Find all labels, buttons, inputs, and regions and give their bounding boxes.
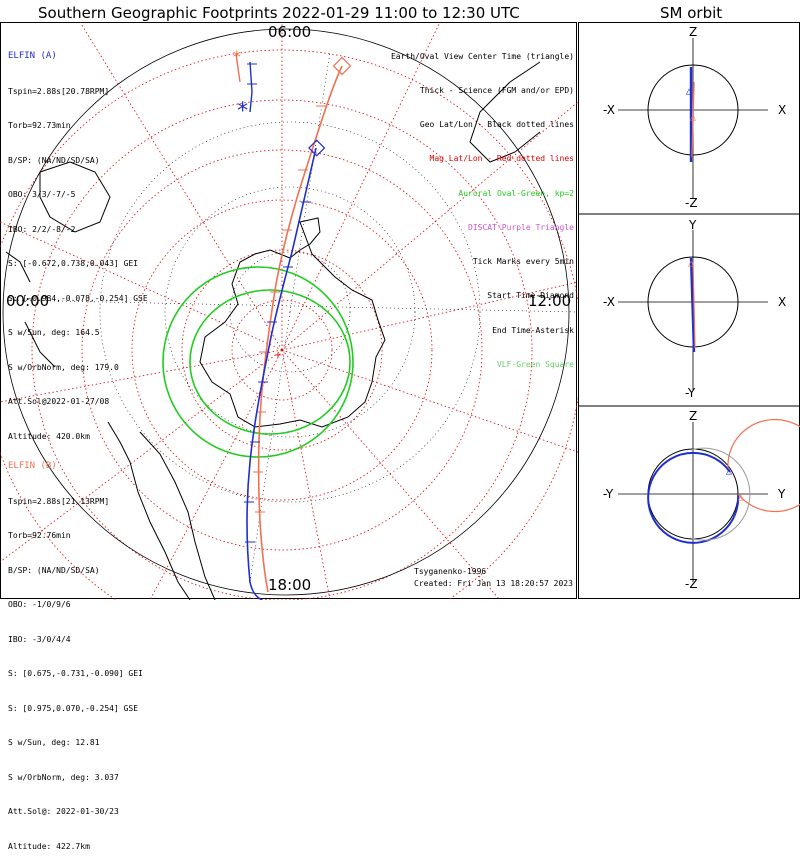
elfin-a-line: OBO: 3/3/-7/-5 — [8, 190, 76, 199]
page-title: Southern Geographic Footprints 2022-01-2… — [38, 4, 520, 22]
panel2-bottom: -Y — [685, 386, 696, 400]
legend-entry: Thick - Science (FGM and/or EPD) — [419, 86, 574, 96]
panel1-right: X — [778, 103, 787, 117]
elfin-a-line: B/SP: (NA/ND/SD/SA) — [8, 155, 100, 165]
elfin-b-line: IBO: -3/0/4/4 — [8, 634, 71, 644]
legend-entry: Auroral Oval-Green, kp=2 — [458, 188, 574, 198]
time-label-right: 12:00 — [528, 292, 572, 310]
map-legend: Earth/Oval View Center Time (triangle) T… — [391, 28, 574, 382]
legend-entry: Start Time-Diamond — [487, 291, 574, 301]
orbit-panels-frame: △ △ △ △ △ — [578, 22, 800, 599]
legend-entry: DISCAT-Purple Triangle — [468, 222, 574, 232]
elfin-a-line: Tspin=2.88s[20.78RPM] — [8, 86, 110, 96]
elfin-a-line: Att.Sol@2022-01-27/08 — [8, 397, 110, 406]
elfin-a-start-diamond — [308, 139, 326, 157]
legend-entry: Earth/Oval View Center Time (triangle) — [390, 51, 574, 61]
model-label: Tsyganenko-1996 — [414, 567, 487, 576]
elfin-b-line: S w/OrbNorm, deg: 3.037 — [8, 772, 119, 782]
elfin-b-start-diamond — [332, 56, 352, 76]
elfin-a-line: Altitude: 420.0km — [8, 431, 90, 441]
elfin-a-ticks — [244, 63, 311, 543]
elfin-a-line: S w/Sun, deg: 164.5 — [8, 328, 100, 337]
panel1-top: Z — [689, 25, 698, 39]
panel3-top: Z — [689, 409, 698, 423]
panel1-left: -X — [603, 103, 615, 117]
elfin-b-info: ELFIN (B) Tspin=2.88s[21.13RPM] Torb=92.… — [8, 438, 143, 864]
elfin-a-info: ELFIN (A) Tspin=2.88s[20.78RPM] Torb=92.… — [8, 28, 148, 454]
panel2-top: Y — [689, 218, 697, 232]
australia-coastline — [39, 161, 111, 233]
legend-entry: VLF-Green Square — [496, 359, 574, 369]
elfin-a-line: S w/OrbNorm, deg: 179.0 — [8, 362, 119, 372]
elfin-a-line: IBO: 2/2/-8/-2 — [8, 224, 76, 234]
time-label-left: 00:00 — [6, 292, 50, 310]
svg-text:△: △ — [690, 112, 696, 123]
svg-text:△: △ — [686, 86, 692, 97]
elfin-a-line: Torb=92.73min — [8, 121, 71, 130]
svg-text:△: △ — [688, 258, 694, 269]
antarctica-coastline — [199, 217, 386, 428]
created-label: Created: Fri Jan 13 18:20:57 2023 — [414, 579, 573, 588]
elfin-a-track — [246, 147, 317, 600]
nz-coastline — [5, 251, 56, 368]
legend-entry: Tick Marks every 5min — [472, 257, 574, 267]
elfin-a-line: S: [-0.672,0.738,0.043] GEI — [8, 259, 139, 268]
elfin-b-end-asterisk: * — [232, 47, 242, 66]
svg-text:△: △ — [726, 466, 732, 477]
elfin-a-early-track — [249, 61, 253, 113]
elfin-b-track — [257, 65, 343, 593]
elfin-b-line: Att.Sol@: 2022-01-30/23 — [8, 807, 119, 816]
svg-text:△: △ — [738, 492, 744, 503]
elfin-b-line: Altitude: 422.7km — [8, 841, 90, 851]
elfin-b-ticks — [253, 105, 326, 513]
elfin-b-line: S: [0.975,0.070,-0.254] GSE — [8, 703, 139, 713]
elfin-b-line: B/SP: (NA/ND/SD/SA) — [8, 565, 100, 575]
panel3-left: -Y — [603, 487, 614, 501]
earth-horizon — [2, 28, 570, 596]
panel1-bottom: -Z — [685, 196, 698, 210]
elfin-b-line: S w/Sun, deg: 12.81 — [8, 738, 100, 747]
legend-entry: Mag Lat/Lon - Red dotted lines — [429, 154, 575, 164]
mag-lon-lines — [0, 22, 578, 600]
elfin-a-name: ELFIN (A) — [8, 51, 57, 61]
geo-lat-circles — [99, 121, 481, 503]
orbit-panel-xy: △ — [618, 230, 768, 390]
orbit-panel-yz: △ △ — [618, 419, 800, 582]
south-america-coastline — [107, 421, 216, 600]
time-label-bottom: 18:00 — [268, 576, 312, 594]
legend-entry: End Time-Asterisk — [492, 325, 574, 335]
elfin-b-line: S: [0.675,-0.731,-0.090] GEI — [8, 669, 143, 678]
elfin-b-line: Tspin=2.88s[21.13RPM] — [8, 496, 110, 506]
elfin-a-line: S: [-0.984,-0.078,-0.254] GSE — [8, 293, 148, 303]
geo-lon-lines — [9, 51, 578, 583]
footprint-map[interactable]: * * + — [0, 22, 578, 600]
panel2-left: -X — [603, 295, 615, 309]
time-label-top: 06:00 — [268, 23, 312, 41]
elfin-b-early-track — [235, 53, 241, 83]
panel3-right: Y — [778, 487, 786, 501]
orbit-panel-xz: △ △ — [618, 38, 768, 198]
elfin-a-end-asterisk: * — [236, 99, 249, 124]
africa-coastline — [469, 61, 541, 163]
elfin-b-name: ELFIN (B) — [8, 461, 57, 471]
center-marker: + — [275, 350, 281, 361]
orbit-title: SM orbit — [660, 4, 723, 22]
elfin-b-line: OBO: -1/0/9/6 — [8, 600, 71, 609]
panel3-bottom: -Z — [685, 577, 698, 591]
panel2-right: X — [778, 295, 787, 309]
legend-entry: Geo Lat/Lon - Black dotted lines — [419, 120, 574, 130]
elfin-b-line: Torb=92.76min — [8, 531, 71, 540]
